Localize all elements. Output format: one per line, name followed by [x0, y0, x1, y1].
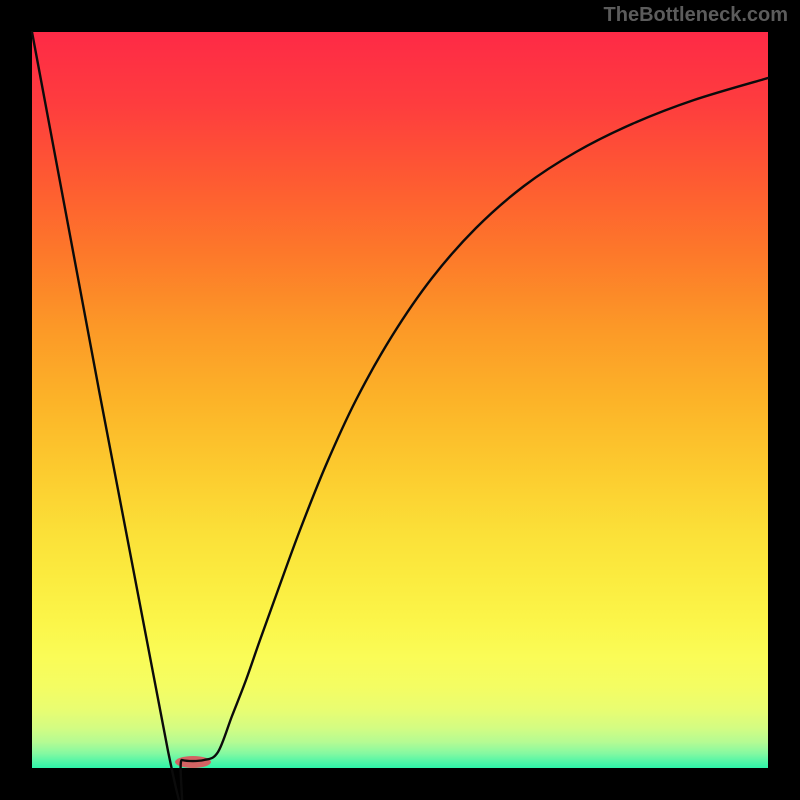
plot-gradient-bg [32, 32, 768, 768]
bottleneck-chart: TheBottleneck.com [0, 0, 800, 800]
watermark-text: TheBottleneck.com [604, 4, 788, 27]
chart-svg [0, 0, 800, 800]
